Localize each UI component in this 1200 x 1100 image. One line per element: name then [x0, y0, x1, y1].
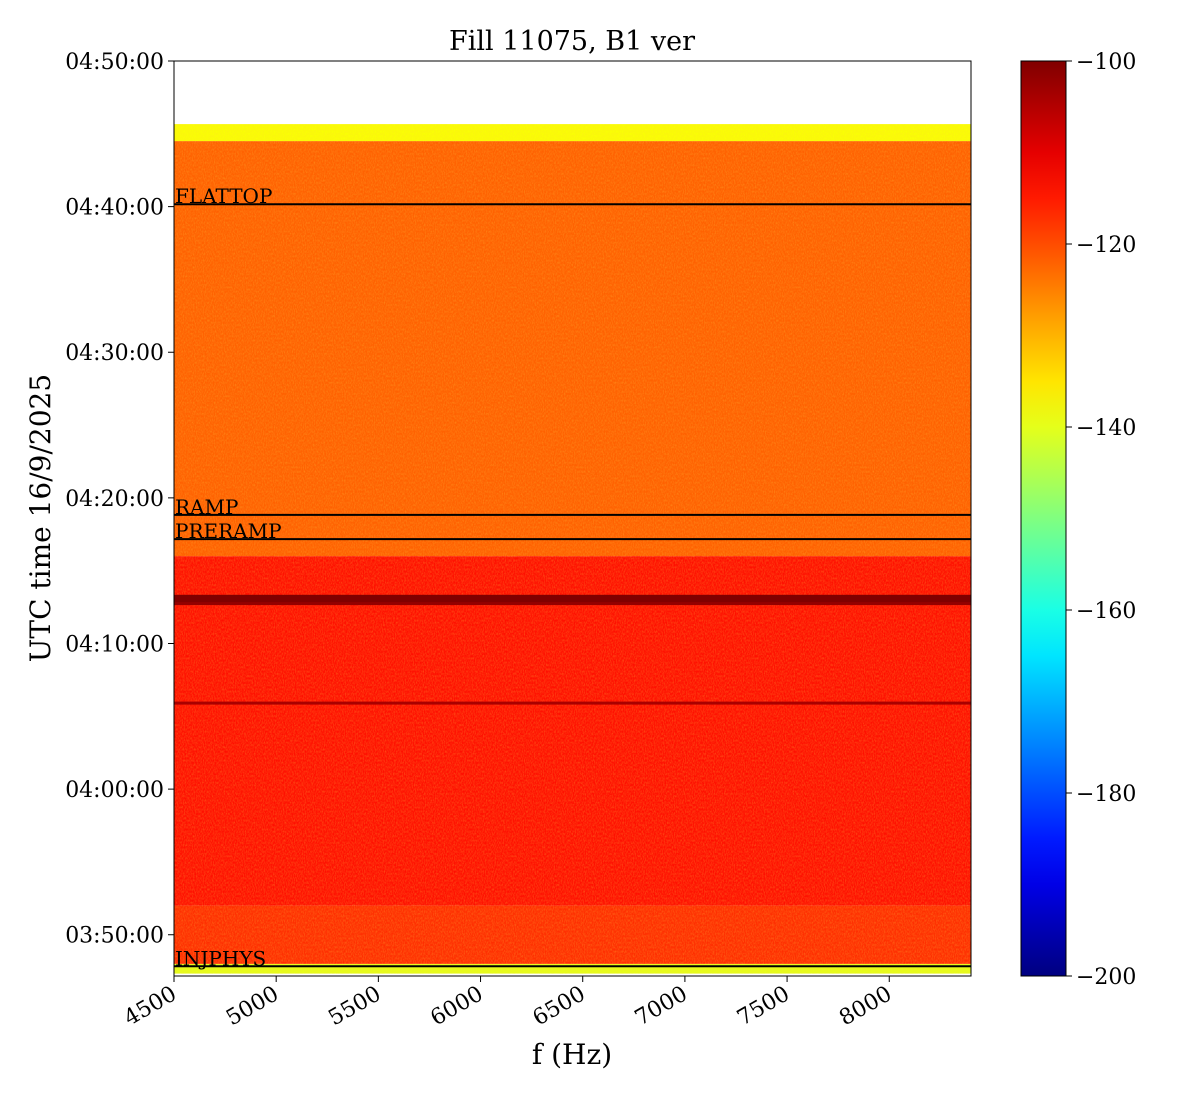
plot-frame: [173, 60, 972, 977]
colorbar-tick-label: −120: [1076, 233, 1136, 258]
x-tick-label: 5000: [222, 982, 283, 1032]
x-tick-label: 5500: [324, 982, 385, 1032]
strong-line: [174, 701, 971, 705]
colorbar-tick-label: −180: [1076, 782, 1136, 807]
colorbar: −100 −120 −140 −160 −180 −200: [1020, 50, 1136, 990]
intensity-band-texture: [174, 124, 971, 142]
intensity-band-texture: [174, 963, 971, 974]
y-tick-label: 04:50:00: [65, 50, 164, 75]
phase-label: FLATTOP: [175, 184, 272, 208]
x-tick-label: 4500: [120, 982, 181, 1032]
x-tick-label: 8000: [835, 982, 896, 1032]
chart-title: Fill 11075, B1 ver: [449, 26, 695, 57]
phase-label: RAMP: [175, 495, 238, 519]
x-tick-label: 7500: [733, 982, 794, 1032]
x-tick-label: 6500: [529, 982, 590, 1032]
x-tick-label: 7000: [631, 982, 692, 1032]
colorbar-tick-label: −160: [1076, 599, 1136, 624]
y-tick-label: 04:40:00: [65, 196, 164, 221]
intensity-band-texture: [174, 905, 971, 964]
colorbar-gradient: [1020, 60, 1067, 977]
y-tick-label: 04:00:00: [65, 778, 164, 803]
x-tick-label: 6000: [427, 982, 488, 1032]
y-tick-label: 04:10:00: [65, 632, 164, 657]
intensity-band-texture: [174, 556, 971, 906]
y-tick-label: 03:50:00: [65, 924, 164, 949]
y-tick-label: 04:20:00: [65, 487, 164, 512]
strong-line: [174, 602, 971, 606]
intensity-band-texture: [174, 141, 971, 557]
colorbar-tick-label: −200: [1076, 965, 1136, 990]
phase-label: PRERAMP: [175, 519, 282, 543]
y-axis-label: UTC time 16/9/2025: [24, 374, 57, 662]
colorbar-tick-label: −100: [1076, 50, 1136, 75]
strong-line: [174, 594, 971, 605]
phase-label: INJPHYS: [175, 946, 266, 970]
colorbar-tick-label: −140: [1076, 416, 1136, 441]
y-tick-label: 04:30:00: [65, 341, 164, 366]
x-axis-label: f (Hz): [532, 1038, 612, 1071]
